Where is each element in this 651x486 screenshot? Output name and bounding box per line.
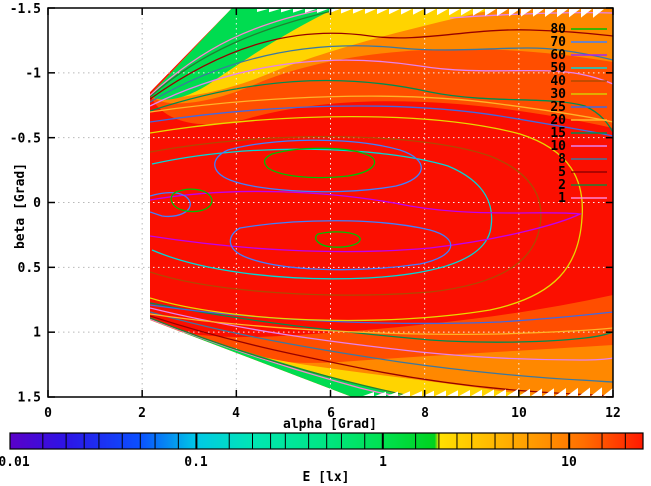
field-band-top-green <box>150 8 336 100</box>
contour-10-top <box>150 59 613 107</box>
cb-tick-10: 10 <box>561 455 577 470</box>
legend-row: 80 <box>550 22 607 37</box>
legend-label-5: 5 <box>558 165 566 180</box>
legend-label-20: 20 <box>550 113 566 128</box>
legend-label-25: 25 <box>550 100 566 115</box>
x-axis-label: alpha [Grad] <box>283 417 377 432</box>
contour-30 <box>150 115 584 322</box>
contour-10-bottom <box>150 307 613 361</box>
y-tick--1: -1 <box>25 67 41 82</box>
colorbar-label: E [lx] <box>303 470 350 485</box>
legend-row: 30 <box>550 87 607 102</box>
legend-row: 10 <box>550 139 607 154</box>
contour-80-upper <box>263 147 376 179</box>
x-tick-0: 0 <box>44 406 52 421</box>
legend-label-80: 80 <box>550 22 566 37</box>
contour-80-lower <box>315 231 361 248</box>
contour-field <box>150 8 613 397</box>
x-tick-8: 8 <box>421 406 429 421</box>
axis-ticks <box>47 7 614 398</box>
sawtooth-boundary-top <box>257 9 604 18</box>
legend-label-30: 30 <box>550 87 566 102</box>
y-axis-tick-labels: -1.5 -1 -0.5 0 0.5 1 1.5 <box>10 2 41 405</box>
legend-row: 2 <box>558 178 607 193</box>
x-tick-10: 10 <box>511 406 527 421</box>
contour-15-top <box>150 79 613 133</box>
legend-row: 15 <box>550 126 607 141</box>
x-tick-4: 4 <box>232 406 240 421</box>
legend-label-50: 50 <box>550 61 566 76</box>
y-tick-0: 0 <box>33 196 41 211</box>
legend-row: 5 <box>558 165 607 180</box>
y-tick--1.5: -1.5 <box>10 2 41 17</box>
legend-label-15: 15 <box>550 126 566 141</box>
legend-row: 40 <box>550 74 607 89</box>
field-band-bottom-orange <box>150 320 613 397</box>
contour-20-bottom <box>150 313 613 336</box>
contour-1-top <box>150 9 321 96</box>
contour-2-top <box>150 9 337 98</box>
contour-70-left <box>150 191 191 218</box>
gridlines-white <box>150 8 613 397</box>
contour-80-left <box>170 188 213 213</box>
legend-label-70: 70 <box>550 35 566 50</box>
legend-label-8: 8 <box>558 152 566 167</box>
legend-label-60: 60 <box>550 48 566 63</box>
contour-50 <box>151 148 493 280</box>
colorbar-tick-labels: 0.01 0.1 1 10 <box>0 455 577 470</box>
legend-row: 20 <box>550 113 607 128</box>
colorbar-dividers <box>42 433 626 449</box>
x-axis-tick-labels: 0 2 4 6 8 10 12 <box>44 406 621 421</box>
contour-70-lower <box>229 220 452 271</box>
sawtooth-boundary-bottom <box>363 387 613 396</box>
contour-40 <box>150 136 542 296</box>
contour-legend: 80 70 60 50 40 30 25 20 <box>550 22 607 206</box>
contour-60 <box>150 190 583 253</box>
cb-tick-0.1: 0.1 <box>184 455 208 470</box>
x-tick-12: 12 <box>605 406 621 421</box>
contour-8-top <box>150 45 613 103</box>
legend-label-40: 40 <box>550 74 566 89</box>
contour-2-bottom <box>150 317 406 396</box>
contour-20-top <box>150 95 613 123</box>
contour-15-bottom <box>150 302 613 343</box>
x-tick-6: 6 <box>327 406 335 421</box>
legend-label-2: 2 <box>558 178 566 193</box>
y-tick-1.5: 1.5 <box>18 390 41 405</box>
cb-tick-0.01: 0.01 <box>0 455 30 470</box>
legend-row: 25 <box>550 100 607 115</box>
contour-5-top <box>150 29 613 100</box>
legend-row: 60 <box>550 48 607 63</box>
cb-tick-1: 1 <box>379 455 387 470</box>
legend-label-1: 1 <box>558 191 566 206</box>
y-tick-1: 1 <box>33 326 41 341</box>
legend-label-10: 10 <box>550 139 566 154</box>
y-tick--0.5: -0.5 <box>10 131 41 146</box>
colorbar: 0.01 0.1 1 10 E [lx] <box>0 432 644 485</box>
legend-row: 70 <box>550 35 607 50</box>
y-tick-0.5: 0.5 <box>18 261 41 276</box>
x-tick-2: 2 <box>138 406 146 421</box>
contour-lines <box>150 9 613 397</box>
legend-row: 8 <box>558 152 607 167</box>
legend-row: 1 <box>558 191 607 206</box>
contour-25-top <box>150 105 613 137</box>
legend-row: 50 <box>550 61 607 76</box>
contour-8-bottom <box>150 311 613 383</box>
y-axis-label: beta [Grad] <box>13 163 28 249</box>
contour-70-upper <box>214 139 422 193</box>
